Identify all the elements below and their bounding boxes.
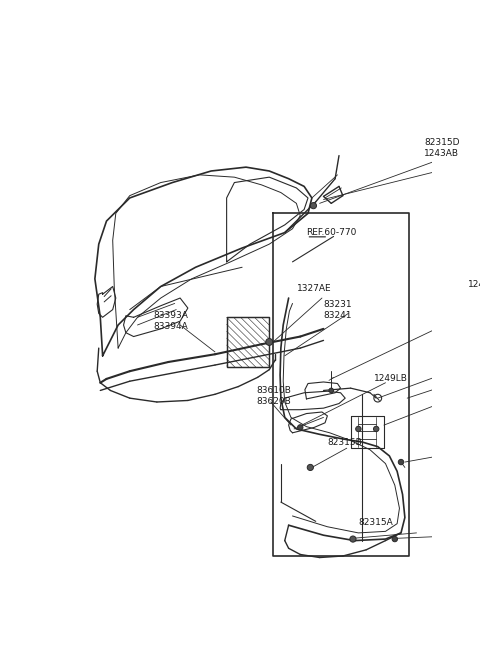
Text: 82315A: 82315A [359, 518, 394, 527]
Circle shape [392, 536, 397, 542]
Text: 83393A
83394A: 83393A 83394A [153, 311, 188, 331]
Circle shape [311, 202, 316, 209]
Circle shape [356, 426, 361, 432]
Text: REF.60-770: REF.60-770 [306, 228, 357, 237]
Text: 82315B: 82315B [327, 438, 362, 447]
Circle shape [373, 426, 379, 432]
Circle shape [350, 536, 356, 542]
Text: 1327AE: 1327AE [297, 284, 332, 293]
Text: 1249GE: 1249GE [468, 280, 480, 290]
Circle shape [307, 464, 313, 470]
Text: 83231
83241: 83231 83241 [324, 299, 352, 320]
Circle shape [266, 339, 273, 345]
Circle shape [398, 459, 404, 465]
Text: 1249LB: 1249LB [374, 375, 408, 383]
Circle shape [329, 388, 334, 393]
Text: 83610B
83620B: 83610B 83620B [256, 386, 291, 406]
Circle shape [298, 424, 303, 430]
Text: 82315D
1243AB: 82315D 1243AB [424, 138, 460, 158]
